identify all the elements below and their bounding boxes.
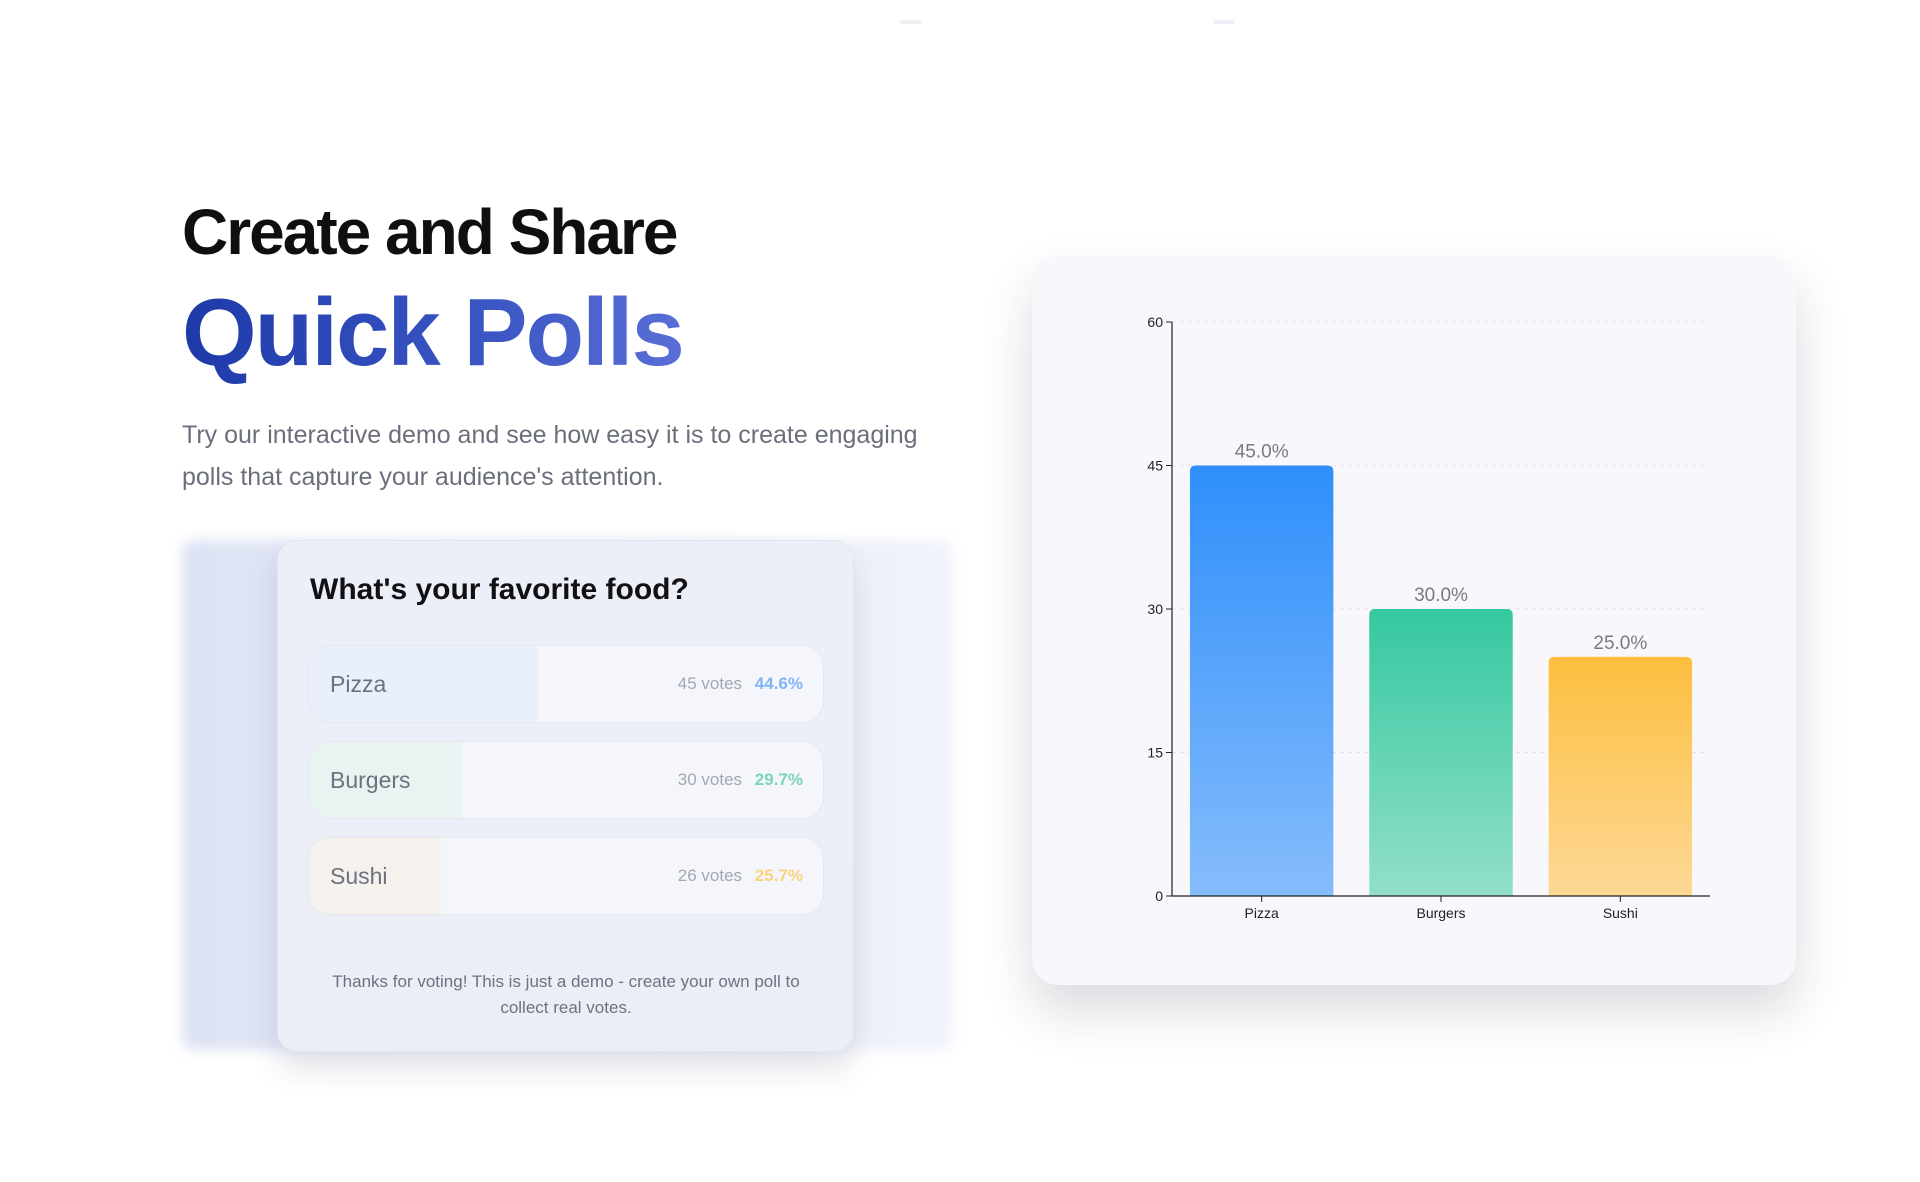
poll-option-result: 30 votes 29.7%	[678, 742, 803, 818]
poll-option-votes: 30 votes	[677, 770, 743, 789]
chart-bar-sushi	[1548, 656, 1693, 896]
bar-value-label: 45.0%	[1235, 442, 1289, 463]
hero-title-line2: Quick Polls	[182, 279, 685, 386]
poll-options-list: Pizza 45 votes 44.6% Burgers 30 votes 29…	[308, 645, 824, 933]
poll-option-fill	[309, 742, 462, 818]
top-indicator	[1213, 20, 1235, 24]
results-chart-card: 45.0% Pizza 30.0% Burgers 25.0% Sushi 0 15 30 45 6…	[1032, 256, 1796, 985]
x-tick-label: Pizza	[1245, 905, 1279, 921]
poll-option-fill	[309, 838, 442, 914]
poll-footer-note: Thanks for voting! This is just a demo -…	[332, 972, 800, 1017]
poll-option-sushi[interactable]: Sushi 26 votes 25.7%	[308, 837, 824, 915]
chart-bar-burgers	[1369, 609, 1513, 896]
bar-value-label: 30.0%	[1414, 585, 1468, 606]
x-tick-label: Burgers	[1416, 905, 1465, 921]
poll-option-label: Sushi	[330, 863, 388, 889]
poll-option-burgers[interactable]: Burgers 30 votes 29.7%	[308, 741, 824, 819]
poll-question: What's your favorite food?	[310, 573, 689, 606]
poll-option-votes: 45 votes	[677, 674, 743, 693]
hero-subtitle: Try our interactive demo and see how eas…	[182, 421, 918, 491]
y-tick-label: 30	[1147, 601, 1163, 617]
y-tick-label: 60	[1147, 314, 1163, 330]
hero-heading: Create and Share Quick Polls	[182, 196, 685, 388]
poll-option-label: Pizza	[330, 671, 387, 697]
results-bar-chart: 45.0% Pizza 30.0% Burgers 25.0% Sushi 0 15 30 45 6…	[1147, 314, 1710, 921]
x-tick-label: Sushi	[1603, 905, 1638, 921]
y-tick-label: 0	[1155, 888, 1163, 904]
chart-bar-pizza	[1189, 465, 1334, 896]
poll-option-result: 26 votes 25.7%	[678, 838, 803, 914]
chart-axes	[1166, 321, 1710, 902]
poll-card: What's your favorite food? Pizza 45 vote…	[277, 540, 854, 1052]
hero-title-line1: Create and Share	[182, 196, 678, 268]
poll-option-label: Burgers	[330, 767, 411, 793]
y-tick-label: 15	[1147, 745, 1163, 761]
poll-option-result: 45 votes 44.6%	[678, 646, 803, 722]
poll-option-pizza[interactable]: Pizza 45 votes 44.6%	[308, 645, 824, 723]
poll-option-votes: 26 votes	[677, 866, 743, 885]
poll-option-percent: 44.6%	[754, 674, 803, 693]
poll-option-percent: 25.7%	[754, 866, 803, 885]
chart-bars	[1189, 465, 1693, 896]
poll-option-fill	[309, 646, 539, 722]
poll-option-percent: 29.7%	[754, 770, 803, 789]
bar-value-label: 25.0%	[1593, 633, 1647, 654]
chart-labels: 45.0% Pizza 30.0% Burgers 25.0% Sushi 0 15 30 45 6…	[1147, 314, 1647, 921]
y-tick-label: 45	[1147, 458, 1163, 474]
top-indicator	[900, 20, 922, 24]
